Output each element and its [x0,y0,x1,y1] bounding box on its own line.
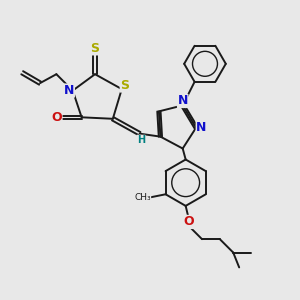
Text: N: N [64,84,74,97]
Text: CH₃: CH₃ [134,193,151,202]
Text: S: S [91,42,100,55]
Text: N: N [196,121,207,134]
Text: S: S [120,79,129,92]
Text: O: O [183,215,194,228]
Text: O: O [51,111,62,124]
Text: H: H [137,135,145,145]
Text: N: N [178,94,188,107]
